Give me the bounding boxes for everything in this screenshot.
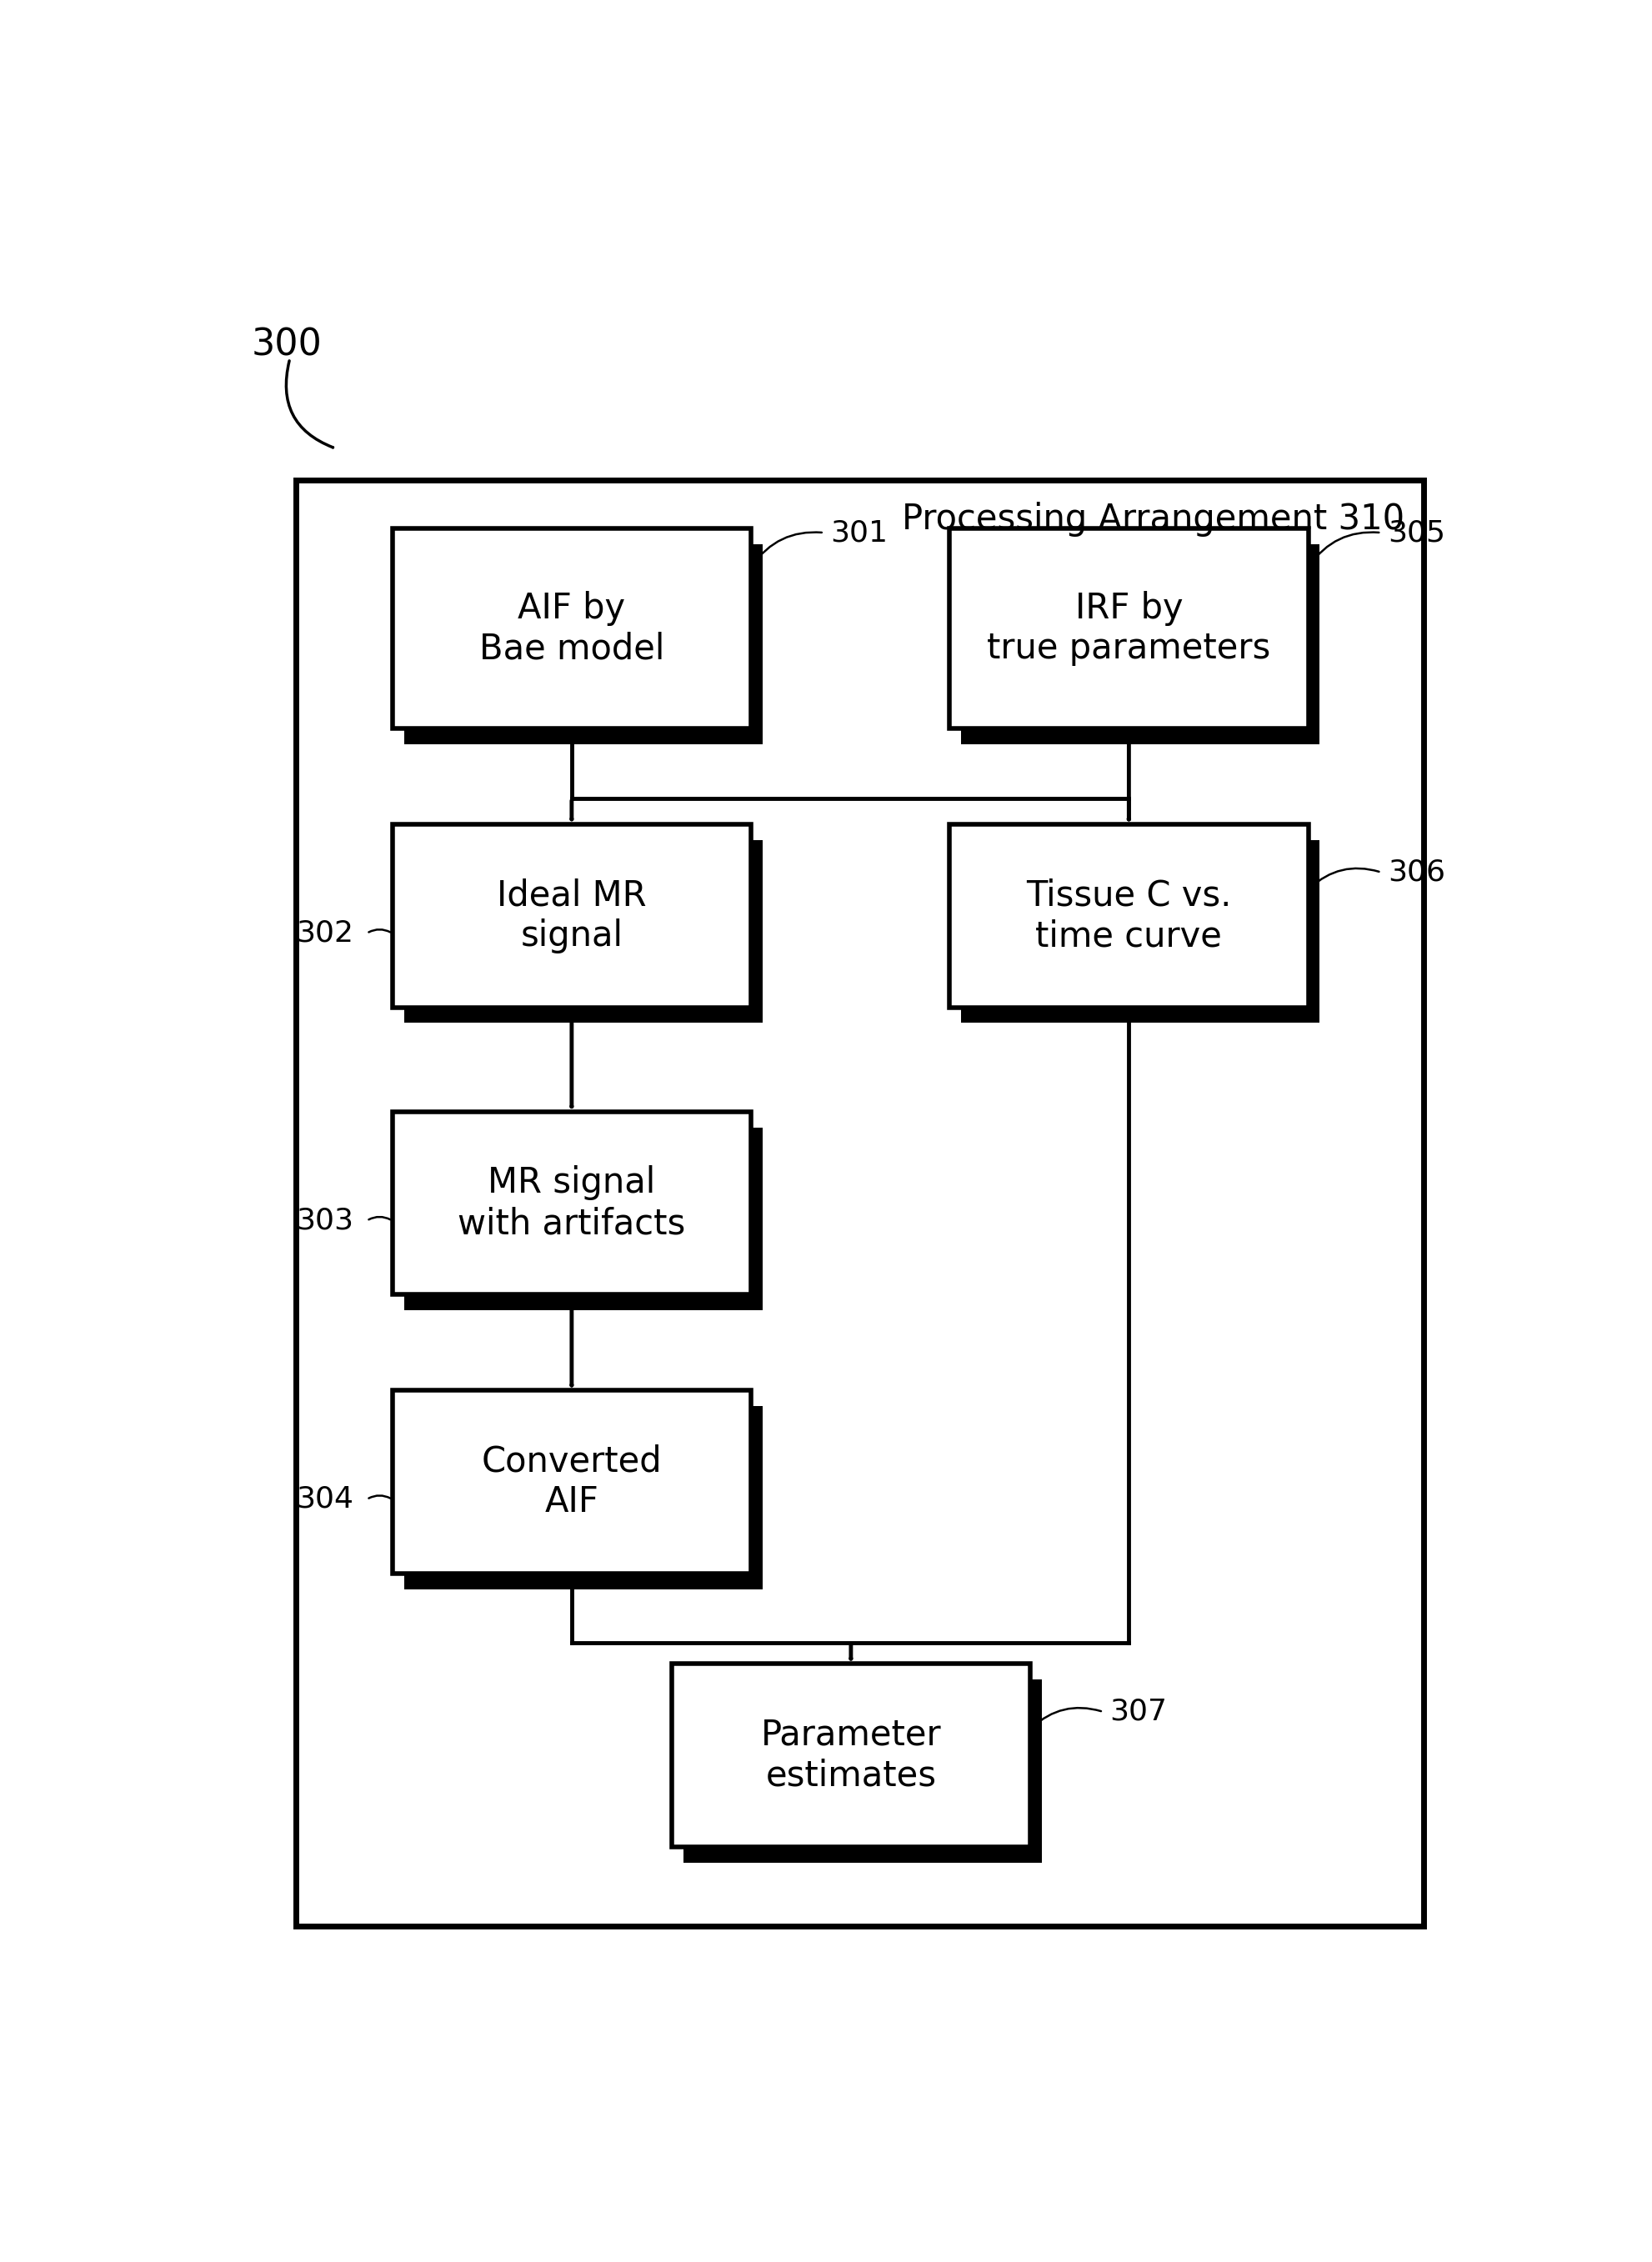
FancyArrowPatch shape [286,360,332,448]
Text: AIF by
Bae model: AIF by Bae model [479,590,664,667]
Bar [671,1665,1029,1846]
Text: 302: 302 [296,918,354,948]
Text: 307: 307 [1108,1699,1166,1726]
Bar [296,480,1422,1927]
Bar [960,545,1318,744]
Bar [392,1113,750,1294]
Text: Converted
AIF: Converted AIF [481,1443,661,1520]
Bar [403,839,762,1022]
Text: 304: 304 [296,1486,354,1513]
Text: Tissue C vs.
time curve: Tissue C vs. time curve [1026,878,1231,955]
FancyArrowPatch shape [1308,532,1378,566]
Text: MR signal
with artifacts: MR signal with artifacts [458,1165,686,1242]
Text: Processing Arrangement 310: Processing Arrangement 310 [900,502,1404,536]
Bar [392,529,750,728]
FancyArrowPatch shape [752,532,821,566]
Bar [960,839,1318,1022]
Bar [403,1126,762,1310]
Text: Ideal MR
signal: Ideal MR signal [497,878,646,955]
Bar [392,823,750,1007]
Text: 305: 305 [1388,518,1444,547]
FancyArrowPatch shape [1310,869,1378,889]
Text: Parameter
estimates: Parameter estimates [760,1717,940,1794]
Text: IRF by
true parameters: IRF by true parameters [986,590,1270,667]
Text: 301: 301 [829,518,887,547]
Text: 303: 303 [296,1206,354,1235]
FancyArrowPatch shape [368,930,390,932]
Bar [392,1391,750,1574]
Bar [682,1681,1041,1862]
Text: 300: 300 [251,328,322,362]
FancyArrowPatch shape [1031,1708,1100,1728]
FancyArrowPatch shape [368,1217,390,1219]
Bar [948,529,1308,728]
Bar [403,1407,762,1590]
Bar [403,545,762,744]
FancyArrowPatch shape [368,1495,390,1497]
Bar [948,823,1308,1007]
Text: 306: 306 [1388,857,1444,887]
